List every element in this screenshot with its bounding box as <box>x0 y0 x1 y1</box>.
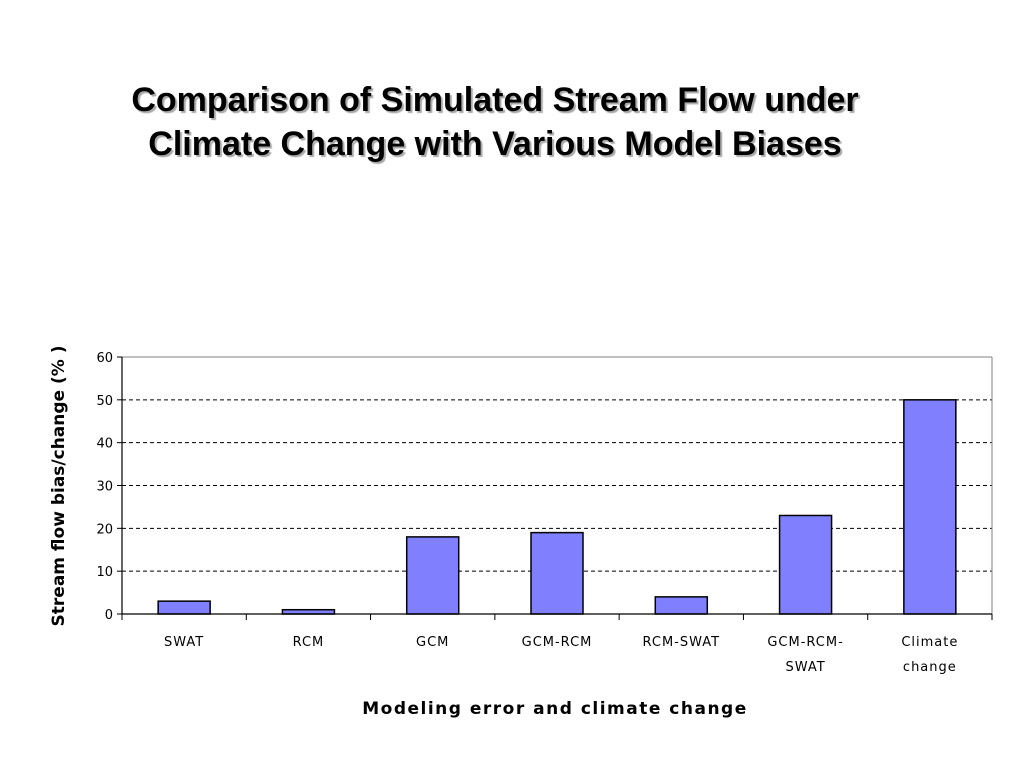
x-axis-title: Modeling error and climate change <box>362 699 748 719</box>
y-axis-title: Stream flow bias/change (% ) <box>49 346 69 627</box>
x-category-label: Climate <box>901 635 958 650</box>
bar-3 <box>530 531 584 615</box>
y-tick-label: 60 <box>96 351 113 366</box>
y-tick-label: 40 <box>96 437 113 452</box>
x-category-label: GCM-RCM- <box>767 635 843 650</box>
x-category-label: GCM <box>416 635 449 650</box>
x-category-label: SWAT <box>785 660 825 675</box>
y-tick-label: 0 <box>105 608 113 623</box>
x-category-label: RCM <box>293 635 325 650</box>
slide-title-line-1: Comparison of Simulated Stream Flow unde… <box>131 81 859 119</box>
x-category-label: GCM-RCM <box>522 635 593 650</box>
bar-4 <box>654 596 709 615</box>
bar-0 <box>157 600 211 615</box>
slide-title: Comparison of Simulated Stream Flow unde… <box>0 78 990 166</box>
bar-2 <box>405 536 460 615</box>
x-category-label: RCM-SWAT <box>642 635 720 650</box>
y-tick-label: 30 <box>96 480 113 495</box>
x-category-label: SWAT <box>164 635 204 650</box>
x-category-label: change <box>903 660 957 675</box>
slide-title-line-2: Climate Change with Various Model Biases <box>148 125 842 163</box>
y-tick-label: 20 <box>96 522 113 537</box>
y-tick-label: 10 <box>96 565 113 580</box>
bar-6 <box>903 399 957 615</box>
y-tick-label: 50 <box>96 394 113 409</box>
bar-1 <box>281 608 336 615</box>
bar-5 <box>778 514 833 615</box>
